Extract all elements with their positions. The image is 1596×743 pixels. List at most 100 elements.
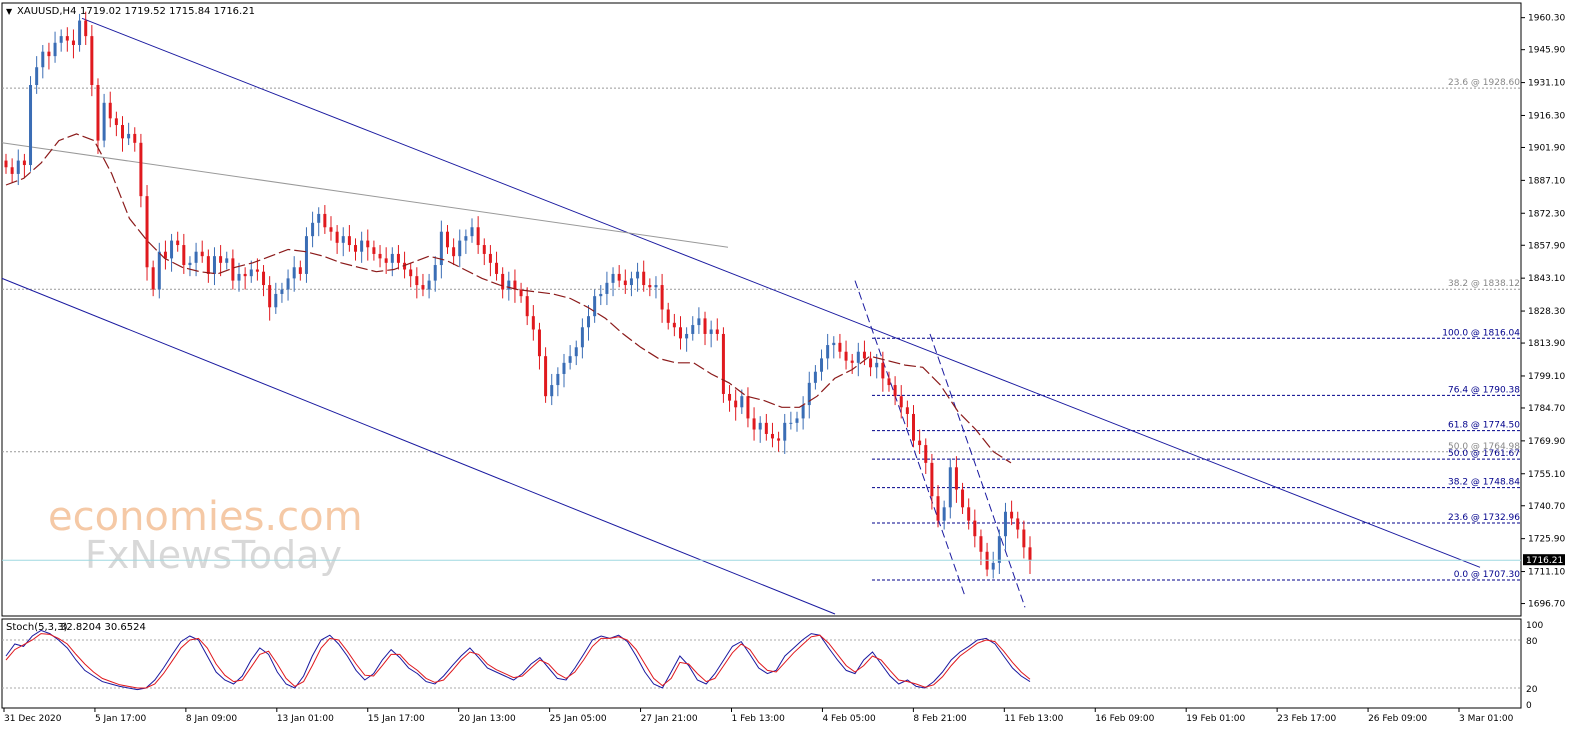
candle-body [78,20,82,46]
candle-body [838,342,842,352]
main-panel-frame [1,2,1522,617]
short-channel-upper [854,280,966,597]
fib-level-label: 100.0 @ 1816.04 [1442,328,1520,338]
time-tick-label: 4 Feb 05:00 [822,714,876,724]
candle-body [488,253,492,263]
ma-line [5,133,1012,464]
candle-body [329,227,333,232]
candle-body [826,345,830,359]
watermark-line1: economies.com [48,494,363,540]
candle-body [979,536,983,552]
stoch-tick-label: 100 [1526,621,1543,631]
candle-body [685,333,689,339]
candle-body [409,269,413,277]
candle-body [507,280,511,290]
candle-body [372,247,376,254]
candle-body [967,507,971,521]
candle-body [513,280,517,290]
candle-body [1016,518,1020,530]
time-tick-label: 8 Feb 21:00 [913,714,967,724]
candle-body [611,273,615,283]
candle-body [832,342,836,346]
candle-body [384,258,388,263]
stoch-tick-label: 20 [1526,685,1538,695]
candle-body [188,262,192,266]
price-tick-label: 1916.30 [1528,111,1565,121]
candle-body [973,520,977,537]
price-tick-label: 1711.10 [1528,568,1565,578]
candle-body [133,133,137,143]
short-channel-lower [929,333,1026,608]
candle-body [660,285,664,310]
candle-body [96,85,100,141]
candle-body [237,273,241,281]
candle-body [881,362,885,379]
candle-body [599,293,603,297]
candle-body [820,358,824,372]
candle-body [556,373,560,386]
candle-body [421,285,425,290]
candle-body [525,296,529,317]
time-tick-label: 16 Feb 09:00 [1095,714,1154,724]
candle-body [194,251,198,263]
candle-body [954,467,958,490]
channel-lower-line [1,277,836,615]
price-tick-label: 1769.90 [1528,437,1565,447]
candle-body [182,245,186,266]
candle-body [587,316,591,328]
candlestick-series [4,11,1032,579]
stoch-signal-line [5,633,1031,689]
price-tick-label: 1960.30 [1528,14,1565,24]
price-tick-label: 1696.70 [1528,600,1565,610]
time-tick-label: 8 Jan 09:00 [186,714,238,724]
candle-body [476,227,480,246]
candle-body [758,422,762,430]
candle-body [433,265,437,281]
candle-body [212,256,216,274]
stoch-tick-label: 80 [1526,637,1538,647]
price-tick-label: 1901.90 [1528,143,1565,153]
candle-body [292,267,296,279]
candle-body [445,231,449,248]
candle-body [991,562,995,570]
candle-body [562,362,566,374]
candle-body [697,318,701,326]
candle-body [1003,511,1007,537]
candle-body [770,433,774,439]
candle-body [470,227,474,237]
current-price-label: 1716.21 [1526,556,1563,566]
candle-body [936,496,940,521]
symbol-dropdown-icon[interactable]: ▼ [6,7,13,16]
candle-body [617,273,621,281]
chart-ohlc: 1719.02 1719.52 1715.84 1716.21 [80,6,255,17]
candle-body [764,422,768,434]
stoch-tick-label: 0 [1526,701,1532,711]
price-tick-label: 1755.10 [1528,470,1565,480]
candle-body [163,251,167,259]
candle-body [121,125,125,139]
candle-body [396,253,400,263]
time-tick-label: 5 Jan 17:00 [95,714,147,724]
fib-level-label: 38.2 @ 1838.12 [1448,279,1520,289]
candle-body [53,42,57,57]
fib-level-label: 38.2 @ 1748.84 [1448,478,1520,488]
candle-body [911,413,915,441]
candle-body [648,285,652,288]
candle-body [721,333,725,394]
candle-body [102,102,106,141]
candle-body [231,258,235,281]
candle-body [145,196,149,268]
candle-body [537,329,541,357]
candle-body [439,231,443,266]
price-tick-label: 1945.90 [1528,46,1565,56]
candle-body [948,467,952,508]
candle-body [568,356,572,363]
candle-body [734,400,738,408]
candle-body [629,278,633,286]
candle-body [139,142,143,197]
candle-body [71,40,75,46]
candle-body [225,258,229,263]
candle-body [703,318,707,334]
price-tick-label: 1813.90 [1528,339,1565,349]
candle-body [10,167,14,174]
